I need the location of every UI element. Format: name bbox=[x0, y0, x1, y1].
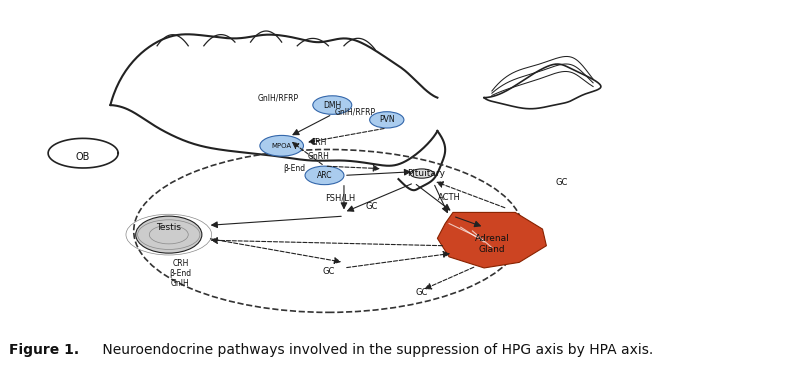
Text: Neuroendocrine pathways involved in the suppression of HPG axis by HPA axis.: Neuroendocrine pathways involved in the … bbox=[98, 343, 653, 357]
Circle shape bbox=[259, 135, 303, 156]
Text: Testis: Testis bbox=[156, 223, 181, 232]
Text: β-End: β-End bbox=[283, 164, 305, 173]
Text: CRH: CRH bbox=[311, 138, 327, 147]
Text: ARC: ARC bbox=[317, 171, 332, 180]
Polygon shape bbox=[437, 212, 546, 268]
Text: GC: GC bbox=[322, 267, 334, 276]
Circle shape bbox=[369, 112, 404, 128]
Text: GC: GC bbox=[416, 288, 428, 297]
Text: FSH/LH: FSH/LH bbox=[325, 193, 355, 202]
Text: ACTH: ACTH bbox=[438, 193, 461, 202]
Circle shape bbox=[313, 96, 352, 114]
Text: MPOA: MPOA bbox=[271, 143, 292, 149]
Text: GnRH: GnRH bbox=[308, 153, 330, 162]
Ellipse shape bbox=[410, 169, 434, 178]
Text: GnlH/RFRP: GnlH/RFRP bbox=[335, 108, 377, 117]
Text: CRH
β-End
GnlH: CRH β-End GnlH bbox=[170, 258, 192, 288]
Text: GC: GC bbox=[365, 203, 377, 211]
Text: GnlH/RFRP: GnlH/RFRP bbox=[257, 93, 298, 102]
Text: Figure 1.: Figure 1. bbox=[10, 343, 80, 357]
Text: PVN: PVN bbox=[379, 115, 395, 124]
Ellipse shape bbox=[135, 216, 202, 253]
Text: GC: GC bbox=[556, 178, 568, 187]
Circle shape bbox=[305, 166, 344, 185]
Text: DMH: DMH bbox=[323, 101, 341, 110]
Text: Pituitary: Pituitary bbox=[407, 169, 445, 178]
Text: OB: OB bbox=[76, 152, 90, 162]
Text: Adrenal
Gland: Adrenal Gland bbox=[474, 234, 509, 254]
